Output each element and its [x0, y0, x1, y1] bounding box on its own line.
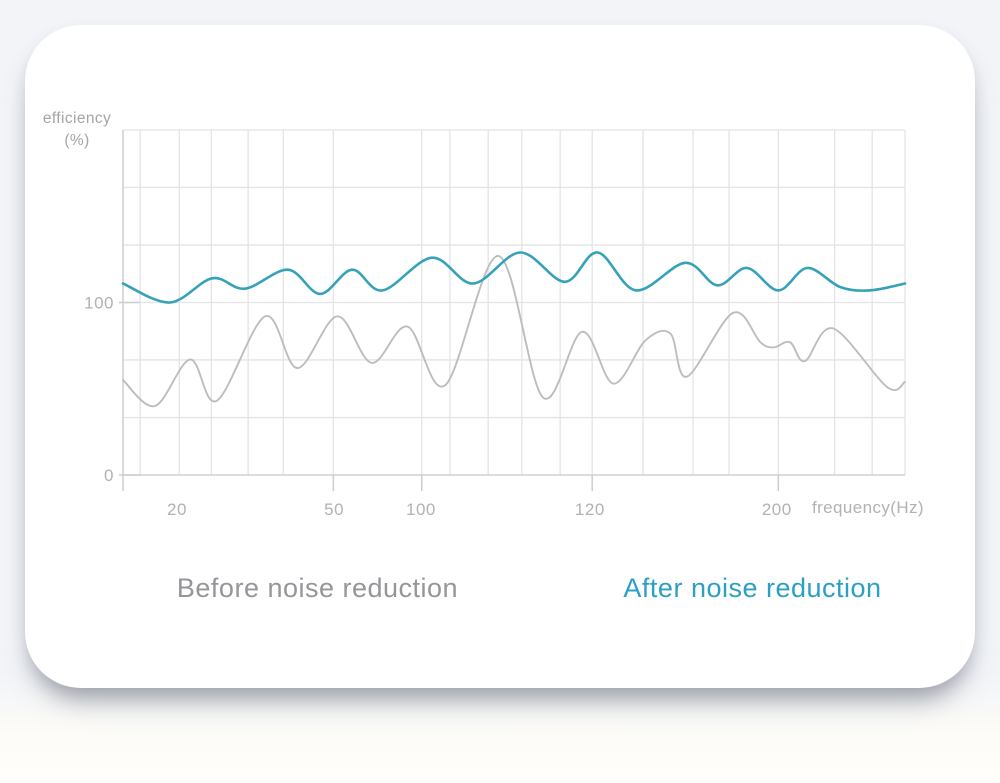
- legend-before-noise-reduction: Before noise reduction: [176, 573, 459, 603]
- before-noise-reduction-curve: [122, 254, 906, 407]
- x-tick-label: 100: [406, 500, 436, 519]
- y-tick-label: 0: [104, 466, 114, 485]
- x-tick-label: 200: [762, 500, 792, 519]
- chart-card: efficiency (%) 100 0 20 50 100 120 200 frequen…: [25, 25, 975, 688]
- y-axis-title: efficiency (%): [33, 108, 121, 153]
- after-noise-reduction-curve: [121, 251, 907, 304]
- x-axis-title: frequency(Hz): [812, 498, 924, 517]
- y-axis-title-line1: efficiency: [42, 110, 112, 127]
- y-axis-title-line2: (%): [64, 132, 90, 150]
- legend-after-noise-reduction: After noise reduction: [623, 573, 882, 603]
- efficiency-frequency-chart: 100 0 20 50 100 120 200: [84, 129, 907, 519]
- x-tick-label: 120: [575, 500, 605, 519]
- x-tick-label: 20: [167, 500, 187, 519]
- x-tick-label: 50: [324, 500, 344, 519]
- y-tick-label: 100: [84, 294, 114, 313]
